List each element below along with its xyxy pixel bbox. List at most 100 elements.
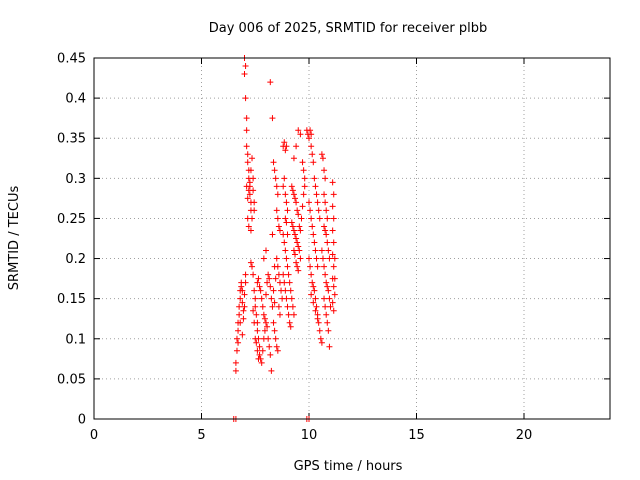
data-point [316, 327, 323, 334]
data-point [276, 311, 283, 318]
data-point [331, 275, 338, 282]
data-point [311, 175, 318, 182]
data-point [249, 263, 256, 270]
data-point [254, 347, 261, 354]
data-point [249, 155, 256, 162]
data-point [283, 295, 290, 302]
x-tick-label: 0 [90, 428, 98, 443]
data-point [323, 311, 330, 318]
data-point [239, 299, 246, 306]
data-point [244, 159, 251, 166]
data-point [257, 287, 264, 294]
data-point [271, 263, 278, 270]
data-point [269, 303, 276, 310]
data-point [243, 143, 250, 150]
data-point [233, 335, 240, 342]
data-point [232, 367, 239, 374]
data-point [324, 319, 331, 326]
data-point [281, 175, 288, 182]
data-point [297, 131, 304, 138]
data-point [307, 263, 314, 270]
data-point [255, 355, 262, 362]
data-point [322, 227, 329, 234]
data-point [288, 219, 295, 226]
data-point [289, 187, 296, 194]
data-point [259, 347, 266, 354]
data-point [325, 247, 332, 254]
data-point [283, 219, 290, 226]
data-point [297, 255, 304, 262]
data-point [288, 183, 295, 190]
data-point [246, 179, 253, 186]
data-point [311, 239, 318, 246]
data-point [287, 323, 294, 330]
data-point [326, 295, 333, 302]
data-point [250, 307, 257, 314]
data-point [245, 223, 252, 230]
data-point [321, 223, 328, 230]
data-point [310, 231, 317, 238]
data-point [271, 327, 278, 334]
data-point [295, 127, 302, 134]
data-point [294, 263, 301, 270]
data-point [312, 247, 319, 254]
data-point [275, 303, 282, 310]
data-point [308, 131, 315, 138]
data-point [326, 255, 333, 262]
data-point [239, 287, 246, 294]
data-point [273, 207, 280, 214]
data-point [244, 215, 251, 222]
data-point [265, 335, 272, 342]
data-point [270, 287, 277, 294]
data-point [270, 319, 277, 326]
data-point [327, 303, 334, 310]
data-point [290, 247, 297, 254]
data-point [296, 247, 303, 254]
data-point [316, 215, 323, 222]
data-point [326, 343, 333, 350]
data-point [241, 71, 248, 78]
data-point [282, 287, 289, 294]
data-point [267, 351, 274, 358]
data-point [280, 183, 287, 190]
data-point [272, 275, 279, 282]
data-point [308, 215, 315, 222]
data-point [264, 279, 271, 286]
data-point [242, 63, 249, 70]
data-point [242, 271, 249, 278]
data-point [269, 231, 276, 238]
data-point [251, 199, 258, 206]
data-point [281, 279, 288, 286]
data-point [258, 295, 265, 302]
y-tick-label: 0.2 [65, 252, 86, 267]
data-point [252, 303, 259, 310]
data-point [266, 275, 273, 282]
data-point [308, 271, 315, 278]
data-point [273, 183, 280, 190]
data-point [260, 255, 267, 262]
data-point [237, 319, 244, 326]
data-point [247, 259, 254, 266]
data-point [290, 155, 297, 162]
data-point [270, 159, 277, 166]
data-point [251, 207, 258, 214]
data-point [252, 335, 259, 342]
data-point [264, 323, 271, 330]
data-point [298, 215, 305, 222]
data-point [324, 283, 331, 290]
data-point [313, 255, 320, 262]
data-point [308, 291, 315, 298]
data-point [233, 347, 240, 354]
data-point [253, 311, 260, 318]
data-point [309, 279, 316, 286]
data-point [256, 283, 263, 290]
data-points [230, 55, 338, 422]
data-point [330, 263, 337, 270]
data-point [289, 223, 296, 230]
data-point [267, 79, 274, 86]
data-point [288, 295, 295, 302]
data-point [242, 95, 249, 102]
data-point [283, 199, 290, 206]
axis-ticks: 0 0.05 0.1 0.15 0.2 0.25 0.3 0.35 0.4 0.45 0 5 10 15 2… [57, 52, 610, 443]
data-point [293, 235, 300, 242]
